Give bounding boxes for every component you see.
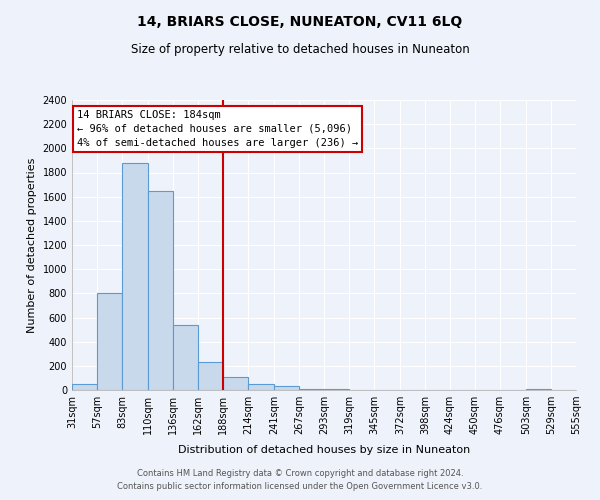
Bar bbox=[173, 325, 198, 390]
Text: Contains public sector information licensed under the Open Government Licence v3: Contains public sector information licen… bbox=[118, 482, 482, 491]
Bar bbox=[97, 294, 122, 390]
Text: Contains HM Land Registry data © Crown copyright and database right 2024.: Contains HM Land Registry data © Crown c… bbox=[137, 468, 463, 477]
Text: Size of property relative to detached houses in Nuneaton: Size of property relative to detached ho… bbox=[131, 42, 469, 56]
Bar bbox=[122, 163, 148, 390]
Text: 14 BRIARS CLOSE: 184sqm
← 96% of detached houses are smaller (5,096)
4% of semi-: 14 BRIARS CLOSE: 184sqm ← 96% of detache… bbox=[77, 110, 358, 148]
Bar bbox=[274, 386, 299, 390]
Bar bbox=[148, 190, 173, 390]
Bar bbox=[72, 384, 97, 390]
Text: 14, BRIARS CLOSE, NUNEATON, CV11 6LQ: 14, BRIARS CLOSE, NUNEATON, CV11 6LQ bbox=[137, 15, 463, 29]
Bar bbox=[299, 389, 324, 390]
Bar bbox=[223, 376, 248, 390]
Bar bbox=[248, 384, 274, 390]
Y-axis label: Number of detached properties: Number of detached properties bbox=[27, 158, 37, 332]
Bar bbox=[198, 362, 223, 390]
X-axis label: Distribution of detached houses by size in Nuneaton: Distribution of detached houses by size … bbox=[178, 446, 470, 456]
